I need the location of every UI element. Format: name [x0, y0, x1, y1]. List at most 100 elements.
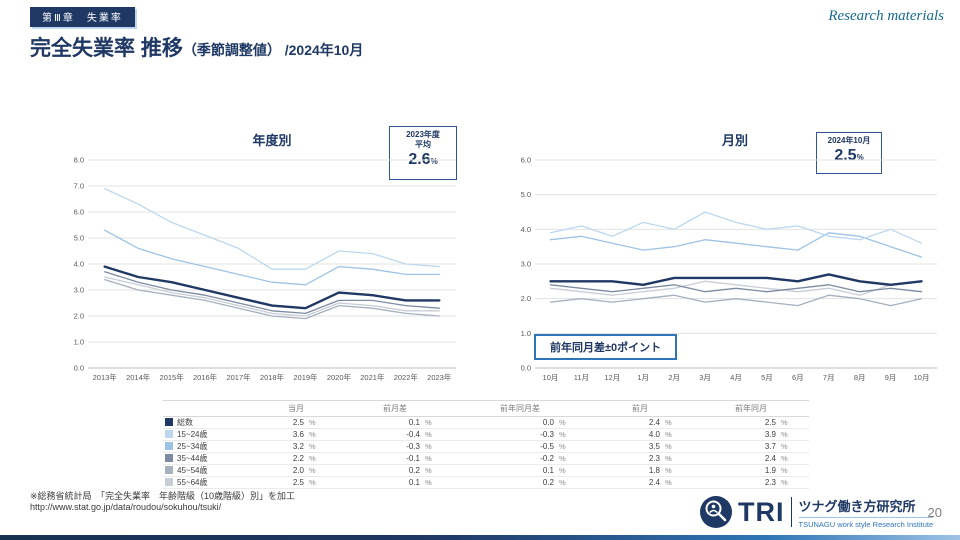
table-row: 45~54歳 2.0% 0.2% 0.1% 1.8% 1.9% [163, 465, 809, 477]
series-line-総数 [549, 273, 923, 287]
table-row: 総数 2.5% 0.1% 0.0% 2.4% 2.5% [163, 417, 809, 429]
x-axis-tick: 6月 [792, 373, 804, 382]
cell-unit: % [781, 430, 788, 439]
cell-value: 1.9 [764, 466, 776, 475]
cell-value: 0.1 [408, 478, 420, 487]
cell-value: 2.4 [648, 418, 660, 427]
cell-value: 0.2 [542, 478, 554, 487]
x-axis-tick: 1月 [637, 373, 649, 382]
series-line-35~44歳 [549, 284, 923, 293]
table-row: 25~34歳 3.2% -0.3% -0.5% 3.5% 3.7% [163, 441, 809, 453]
x-axis-tick: 8月 [854, 373, 866, 382]
cell-value: 2.0 [292, 466, 304, 475]
cell-value: 2.3 [764, 478, 776, 487]
annual-callout-unit: % [430, 157, 438, 166]
cell-value: 2.5 [292, 478, 304, 487]
y-axis-tick: 1.0 [521, 329, 531, 338]
cell-unit: % [309, 466, 316, 475]
y-axis-tick: 0.0 [521, 364, 531, 373]
cell-value: -0.4 [406, 430, 420, 439]
series-line-25~34歳 [549, 232, 923, 258]
cell-value: 0.2 [408, 466, 420, 475]
row-label: 35~44歳 [163, 453, 255, 465]
cell-unit: % [665, 478, 672, 487]
table-row: 15~24歳 3.6% -0.4% -0.3% 4.0% 3.9% [163, 429, 809, 441]
annual-callout-line1: 2023年度 [406, 130, 440, 139]
monthly-callout: 2024年10月 2.5% [816, 132, 882, 174]
column-header: 前月差 [383, 404, 407, 413]
cell-value: -0.5 [540, 442, 554, 451]
series-line-55~64歳 [549, 280, 923, 296]
x-axis-tick: 12月 [604, 373, 620, 382]
x-axis-tick: 10月 [543, 373, 559, 382]
x-axis-tick: 2023年 [427, 372, 452, 382]
cell-unit: % [781, 454, 788, 463]
cell-value: 2.4 [764, 454, 776, 463]
annual-callout: 2023年度 平均 2.6% [389, 126, 457, 180]
cell-unit: % [425, 454, 432, 463]
legend-swatch [165, 466, 173, 474]
y-axis-tick: 2.0 [521, 294, 531, 303]
cell-unit: % [425, 442, 432, 451]
cell-unit: % [425, 418, 432, 427]
column-header: 前月 [632, 404, 648, 413]
legend-swatch [165, 454, 173, 462]
x-axis-tick: 2017年 [226, 372, 251, 382]
cell-unit: % [781, 466, 788, 475]
cell-unit: % [781, 478, 788, 487]
cell-value: 3.7 [764, 442, 776, 451]
monthly-line-chart: 0.0 1.0 2.0 3.0 4.0 5.0 6.0 10月 11月 12月 1月 2月 3月 4月 5月… [521, 156, 937, 382]
cell-unit: % [559, 454, 566, 463]
x-axis-tick: 4月 [730, 373, 742, 382]
cell-unit: % [559, 478, 566, 487]
cell-unit: % [781, 418, 788, 427]
source-note-url[interactable]: http://www.stat.go.jp/data/roudou/sokuho… [30, 502, 222, 512]
row-label: 45~54歳 [163, 465, 255, 477]
bottom-accent-bar [0, 535, 960, 540]
y-axis-tick: 3.0 [521, 260, 531, 269]
cell-value: 3.6 [292, 430, 304, 439]
logo-en-name: TSUNAGU work style Research Institute [798, 519, 934, 529]
series-line-25~34歳 [104, 229, 440, 286]
chapter-badge: 第Ⅲ章 失業率 [30, 7, 135, 27]
cell-unit: % [665, 442, 672, 451]
monthly-callout-line1: 2024年10月 [827, 136, 871, 145]
cell-value: 2.3 [648, 454, 660, 463]
legend-swatch [165, 442, 173, 450]
cell-value: 0.1 [542, 466, 554, 475]
cell-unit: % [309, 430, 316, 439]
cell-unit: % [665, 466, 672, 475]
y-axis-tick: 1.0 [74, 338, 84, 347]
source-note: ※総務省統計局 「完全失業率 年齢階級（10歳階級）別」を加工 http://w… [30, 491, 295, 513]
annual-line-chart: 0.0 1.0 2.0 3.0 4.0 5.0 6.0 7.0 8.0 2013年 2014年 201… [74, 156, 456, 382]
x-axis-tick: 2016年 [193, 372, 218, 382]
cell-unit: % [425, 466, 432, 475]
row-label: 総数 [163, 417, 255, 429]
cell-value: 0.0 [542, 418, 554, 427]
legend-swatch [165, 418, 173, 426]
x-axis-tick: 2014年 [126, 372, 151, 382]
y-axis-tick: 4.0 [74, 260, 84, 269]
cell-unit: % [665, 454, 672, 463]
cell-unit: % [665, 430, 672, 439]
page-title-date: /2024年10月 [280, 42, 364, 58]
cell-unit: % [559, 418, 566, 427]
cell-value: -0.3 [540, 430, 554, 439]
logo-text-block: ツナグ働き方研究所 TSUNAGU work style Research In… [798, 496, 934, 529]
tri-logo-text: TRI [738, 496, 785, 527]
x-axis-tick: 2019年 [293, 372, 318, 382]
table-body: 総数 2.5% 0.1% 0.0% 2.4% 2.5% 15~24歳 3.6% -0.4% -0.… [163, 417, 809, 489]
cell-unit: % [665, 418, 672, 427]
cell-value: -0.2 [540, 454, 554, 463]
table-header: 当月 前月差 前年同月差 前月 前年同月 [163, 401, 809, 417]
x-axis-tick: 2013年 [93, 372, 118, 382]
x-axis-tick: 7月 [823, 373, 835, 382]
page-title: 完全失業率 推移（季節調整値） /2024年10月 [30, 32, 363, 62]
series-line-45~54歳 [104, 278, 440, 320]
x-axis-tick: 2015年 [160, 372, 185, 382]
cell-value: 4.0 [648, 430, 660, 439]
cell-unit: % [425, 478, 432, 487]
series-line-15~24歳 [549, 211, 923, 244]
x-axis-tick: 9月 [885, 373, 897, 382]
